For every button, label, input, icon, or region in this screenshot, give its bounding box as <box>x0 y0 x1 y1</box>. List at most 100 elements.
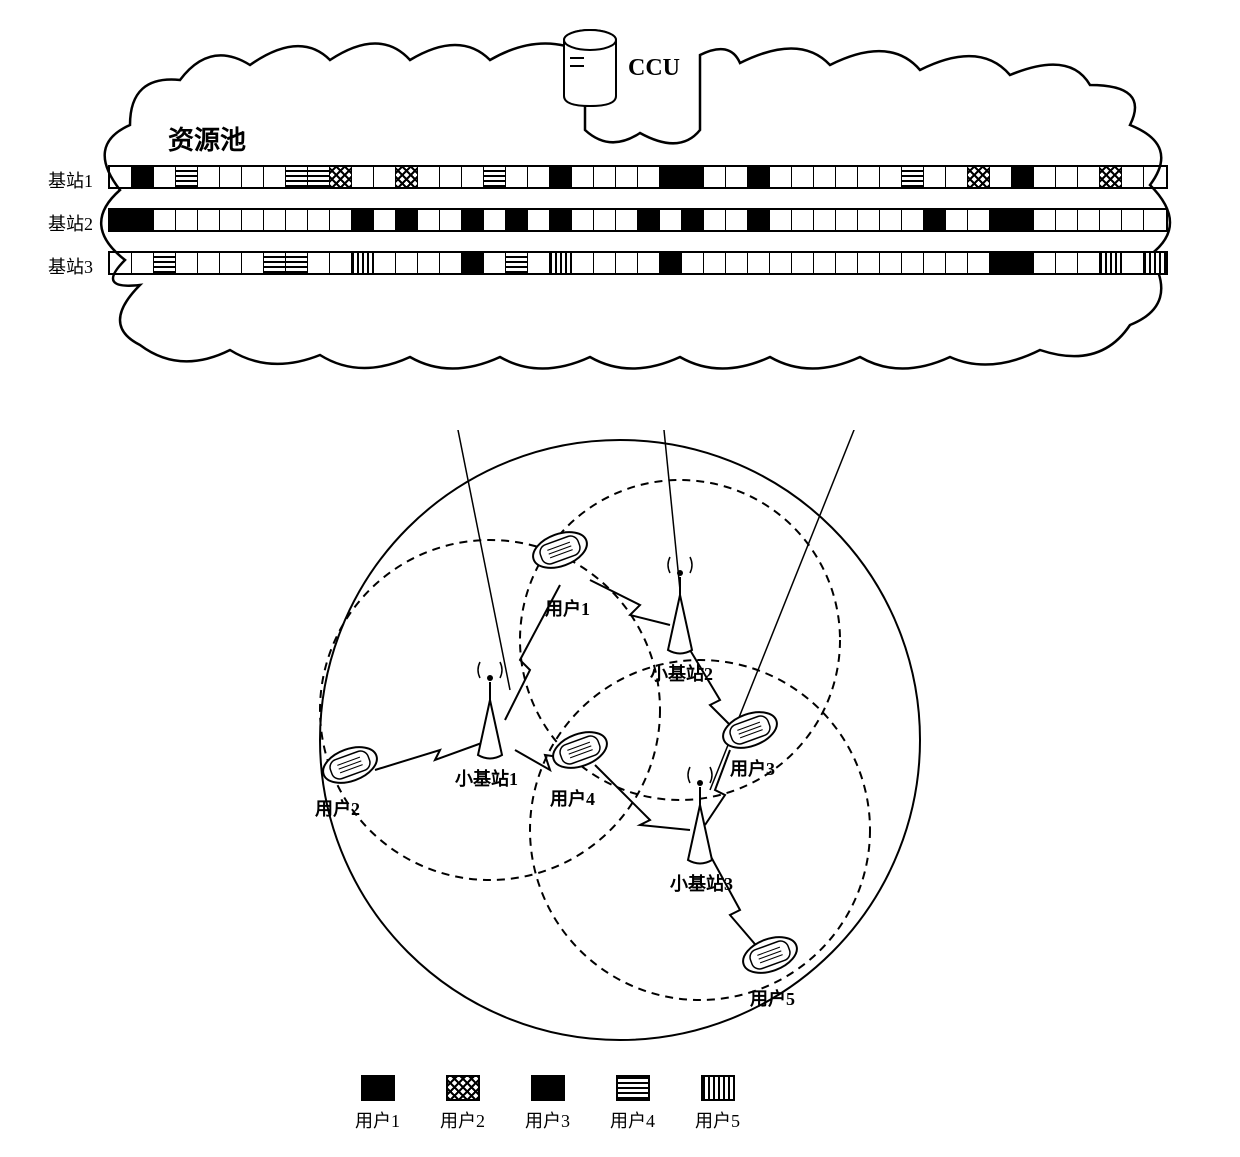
resource-cell <box>264 167 286 187</box>
resource-cell <box>990 253 1012 273</box>
resource-cell <box>198 210 220 230</box>
resource-cell <box>1012 167 1034 187</box>
legend-swatch <box>446 1075 480 1101</box>
resource-pool-title: 资源池 <box>168 120 246 157</box>
resource-cell <box>220 253 242 273</box>
resource-cell <box>1100 167 1122 187</box>
resource-cell <box>132 253 154 273</box>
net-label: 用户2 <box>315 795 360 821</box>
ccu-label: CCU <box>628 55 680 82</box>
resource-cell <box>726 167 748 187</box>
resource-pool-cloud <box>40 25 1200 375</box>
legend-item: 用户4 <box>610 1075 655 1133</box>
net-label: 用户3 <box>730 755 775 781</box>
resource-cell <box>638 210 660 230</box>
resource-cell <box>418 253 440 273</box>
resource-cell <box>132 210 154 230</box>
resource-cell <box>1012 210 1034 230</box>
resource-cell <box>286 167 308 187</box>
resource-cell <box>286 210 308 230</box>
resource-cell <box>1056 210 1078 230</box>
resource-cell <box>242 253 264 273</box>
row-label: 基站2 <box>48 210 93 236</box>
resource-cell <box>506 167 528 187</box>
resource-cell <box>374 253 396 273</box>
resource-cell <box>550 253 572 273</box>
resource-cell <box>264 210 286 230</box>
resource-cell <box>330 167 352 187</box>
legend-label: 用户5 <box>695 1107 740 1133</box>
resource-cell <box>814 253 836 273</box>
row-label: 基站1 <box>48 167 93 193</box>
resource-cell <box>660 167 682 187</box>
resource-cell <box>550 210 572 230</box>
ccu-server-icon <box>560 28 620 108</box>
net-label: 用户1 <box>545 595 590 621</box>
resource-cell <box>154 167 176 187</box>
resource-cell <box>660 210 682 230</box>
legend-label: 用户4 <box>610 1107 655 1133</box>
resource-cell <box>154 210 176 230</box>
resource-cell <box>1034 210 1056 230</box>
resource-cell <box>528 167 550 187</box>
resource-cell <box>484 253 506 273</box>
resource-cell <box>770 210 792 230</box>
resource-cell <box>176 253 198 273</box>
legend-item: 用户2 <box>440 1075 485 1133</box>
resource-cell <box>506 253 528 273</box>
resource-cell <box>704 167 726 187</box>
resource-cell <box>198 167 220 187</box>
resource-cell <box>1078 253 1100 273</box>
resource-cell <box>1012 253 1034 273</box>
resource-cell <box>110 167 132 187</box>
resource-cell <box>440 253 462 273</box>
resource-cell <box>792 253 814 273</box>
resource-cell <box>1056 167 1078 187</box>
legend-label: 用户3 <box>525 1107 570 1133</box>
resource-cell <box>308 253 330 273</box>
resource-cell <box>110 253 132 273</box>
resource-cell <box>462 167 484 187</box>
resource-cell <box>242 167 264 187</box>
net-label: 用户4 <box>550 785 595 811</box>
net-label: 小基站2 <box>650 660 713 686</box>
resource-cell <box>814 167 836 187</box>
resource-cell <box>616 210 638 230</box>
resource-cell <box>946 167 968 187</box>
resource-cell <box>704 210 726 230</box>
resource-cell <box>418 167 440 187</box>
resource-cell <box>506 210 528 230</box>
row-label: 基站3 <box>48 253 93 279</box>
legend-swatch <box>701 1075 735 1101</box>
resource-cell <box>330 210 352 230</box>
resource-cell <box>242 210 264 230</box>
resource-cell <box>1056 253 1078 273</box>
resource-cell <box>594 253 616 273</box>
resource-cell <box>858 167 880 187</box>
resource-cell <box>748 253 770 273</box>
legend-swatch <box>616 1075 650 1101</box>
resource-cell <box>528 210 550 230</box>
resource-cell <box>924 210 946 230</box>
resource-cell <box>176 210 198 230</box>
cloud-outline <box>40 25 1200 375</box>
resource-cell <box>1122 210 1144 230</box>
resource-row <box>108 251 1168 275</box>
resource-cell <box>1034 167 1056 187</box>
resource-cell <box>836 167 858 187</box>
resource-cell <box>572 167 594 187</box>
resource-cell <box>132 167 154 187</box>
resource-cell <box>902 253 924 273</box>
legend-item: 用户1 <box>355 1075 400 1133</box>
legend-item: 用户3 <box>525 1075 570 1133</box>
resource-cell <box>396 210 418 230</box>
resource-cell <box>440 167 462 187</box>
resource-cell <box>352 210 374 230</box>
resource-cell <box>968 210 990 230</box>
resource-cell <box>924 167 946 187</box>
resource-cell <box>1122 167 1144 187</box>
resource-cell <box>616 167 638 187</box>
resource-cell <box>594 167 616 187</box>
resource-cell <box>682 167 704 187</box>
resource-cell <box>1100 253 1122 273</box>
